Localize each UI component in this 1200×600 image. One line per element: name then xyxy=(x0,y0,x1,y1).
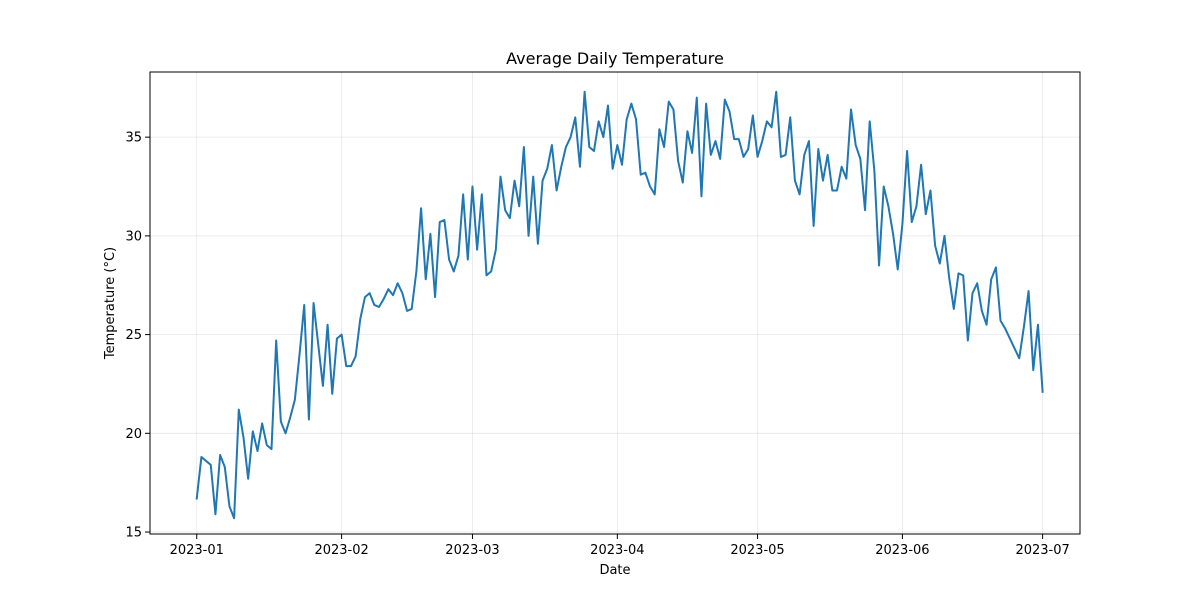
y-axis: 15 20 25 30 35 xyxy=(125,131,150,541)
x-axis: 2023-01 2023-02 2023-03 2023-04 2023-05 2023-… xyxy=(170,534,1070,558)
x-tick-label: 2023-03 xyxy=(445,543,499,558)
y-tick-label: 35 xyxy=(125,131,142,146)
x-tick-label: 2023-02 xyxy=(314,543,368,558)
y-tick-label: 15 xyxy=(125,526,142,541)
y-tick-label: 30 xyxy=(125,229,142,244)
x-tick-label: 2023-04 xyxy=(590,543,644,558)
y-axis-title: Temperature (°C) xyxy=(103,247,118,360)
x-tick-label: 2023-05 xyxy=(730,543,784,558)
x-axis-title: Date xyxy=(599,563,630,578)
plot-frame xyxy=(149,71,1081,535)
y-tick-label: 25 xyxy=(125,328,142,343)
chart-title: Average Daily Temperature xyxy=(506,49,724,68)
x-tick-label: 2023-07 xyxy=(1015,543,1069,558)
x-tick-label: 2023-01 xyxy=(170,543,224,558)
series-layer xyxy=(195,90,1044,520)
y-tick-label: 20 xyxy=(125,427,142,442)
temperature-series-line xyxy=(195,90,1044,520)
x-tick-label: 2023-06 xyxy=(875,543,929,558)
